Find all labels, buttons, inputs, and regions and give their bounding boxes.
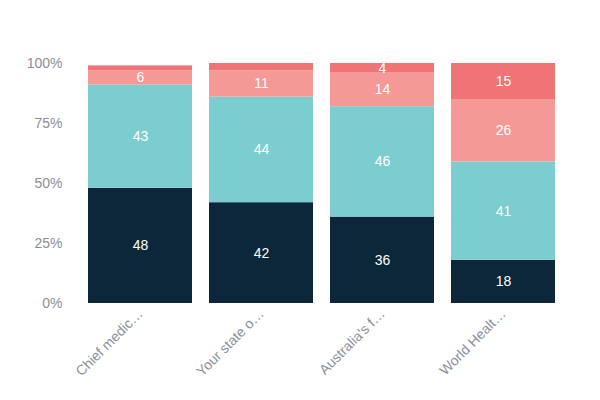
svg-text:50%: 50% [34, 175, 62, 191]
svg-text:Chief medic…: Chief medic… [72, 305, 145, 378]
svg-text:15: 15 [496, 73, 512, 89]
svg-text:14: 14 [375, 81, 391, 97]
svg-text:4: 4 [379, 60, 387, 76]
svg-text:Australia's f…: Australia's f… [316, 305, 388, 377]
svg-text:25%: 25% [34, 235, 62, 251]
svg-text:Your state o…: Your state o… [193, 305, 267, 379]
svg-text:44: 44 [254, 141, 270, 157]
svg-text:0%: 0% [42, 295, 62, 311]
svg-text:48: 48 [133, 237, 149, 253]
svg-text:26: 26 [496, 122, 512, 138]
svg-text:42: 42 [254, 245, 270, 261]
svg-text:36: 36 [375, 252, 391, 268]
svg-text:43: 43 [133, 128, 149, 144]
svg-text:World Healt…: World Healt… [436, 305, 509, 378]
svg-text:46: 46 [375, 153, 391, 169]
svg-text:75%: 75% [34, 115, 62, 131]
svg-text:100%: 100% [27, 55, 63, 71]
svg-text:18: 18 [496, 273, 512, 289]
svg-text:6: 6 [137, 69, 145, 85]
svg-text:11: 11 [254, 75, 269, 91]
svg-text:41: 41 [496, 203, 512, 219]
